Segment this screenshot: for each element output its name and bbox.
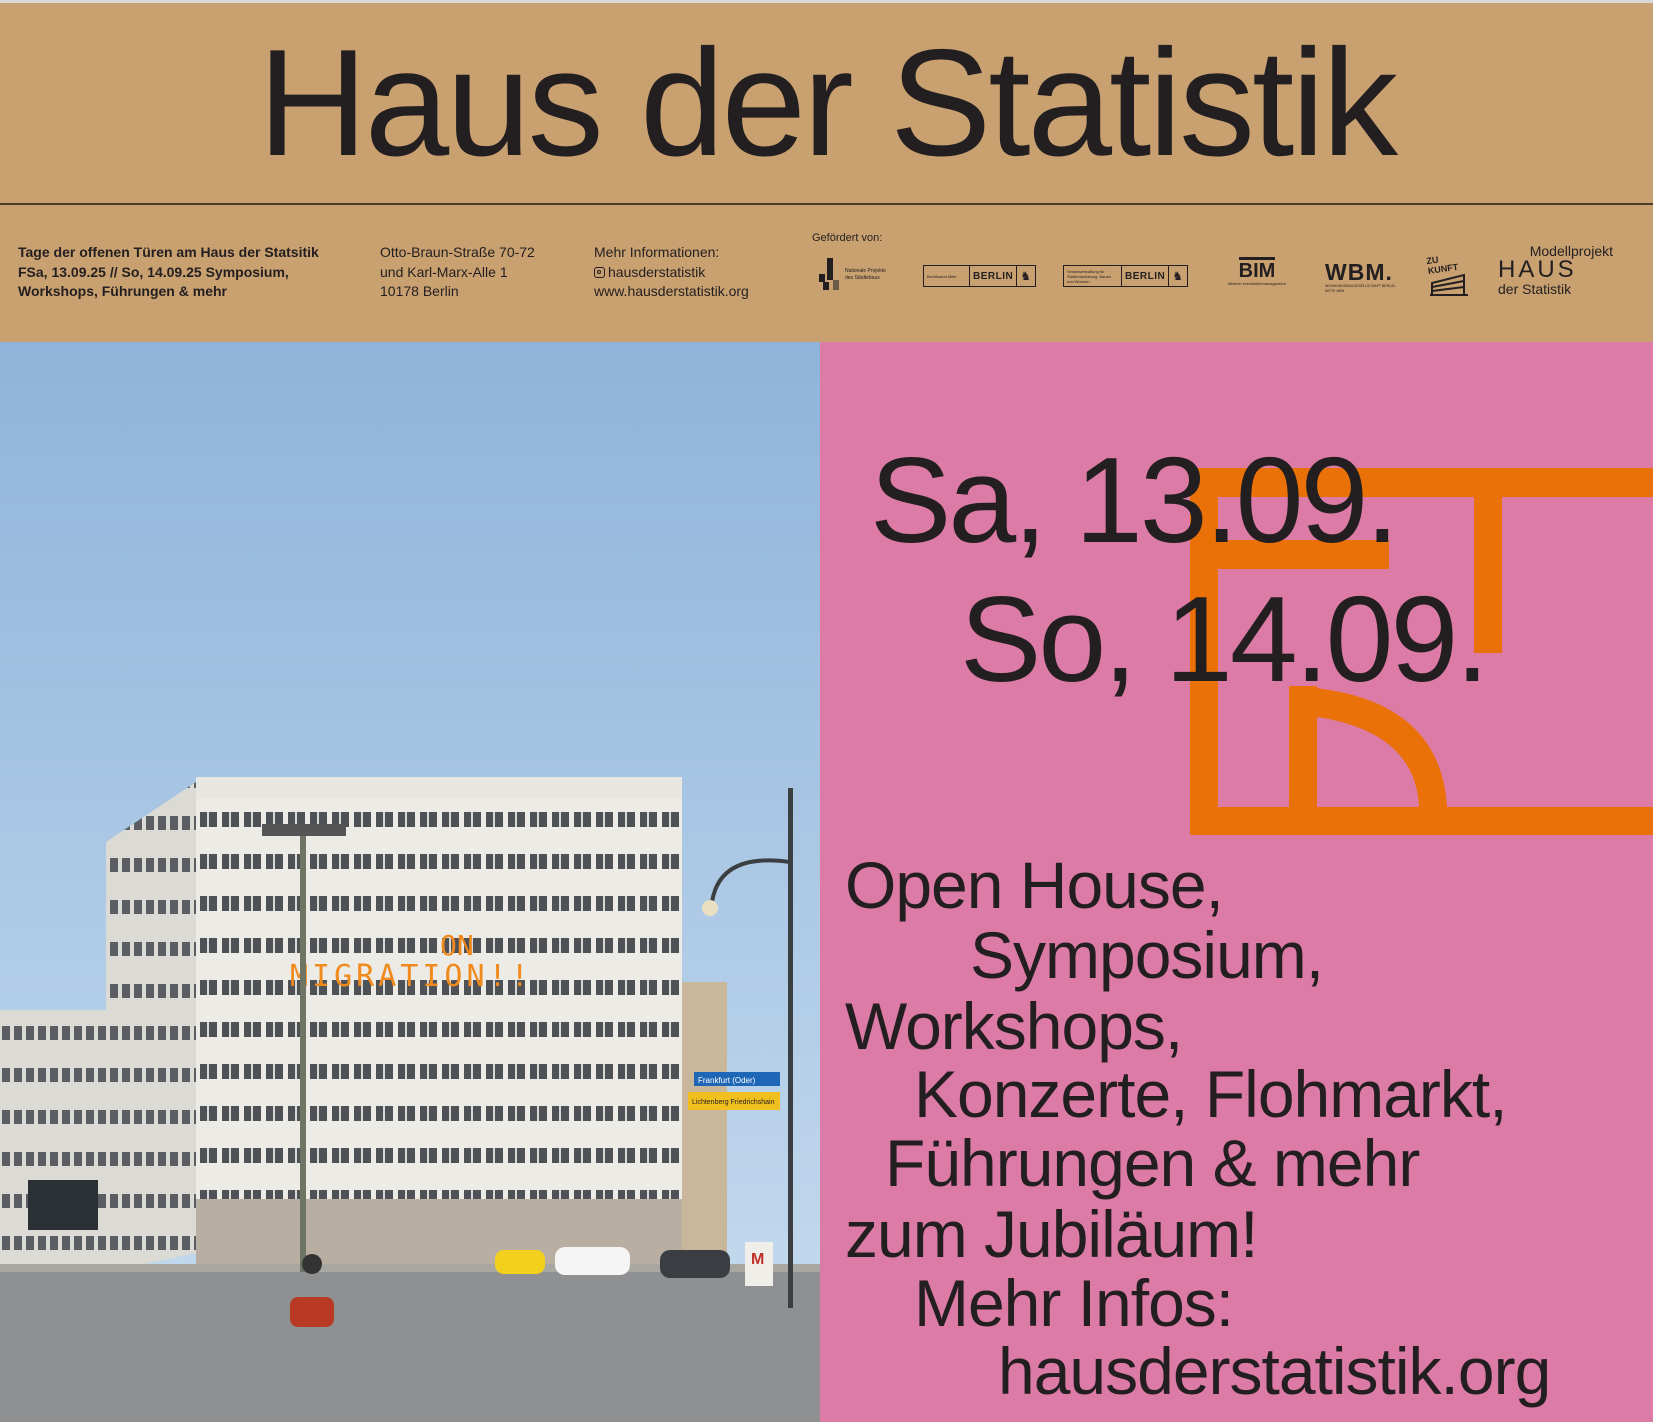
nationale-projekte-mark-icon: [819, 258, 839, 290]
banner-migration: MIGRATION!!: [290, 959, 533, 994]
date-saturday: Sa, 13.09.: [870, 432, 1399, 568]
svg-text:Lichtenberg Friedrichshain: Lichtenberg Friedrichshain: [692, 1099, 775, 1106]
neighbour-building: [682, 982, 727, 1262]
program-line: Symposium,: [970, 918, 1324, 992]
berlin-bear-icon: ♞: [1172, 269, 1183, 283]
program-line: Konzerte, Flohmarkt,: [914, 1057, 1508, 1131]
building-front-face: [196, 777, 682, 1247]
haus-logo-text: HAUS: [1498, 256, 1577, 283]
event-panel: Sa, 13.09. So, 14.09. Open House, Sympos…: [820, 342, 1653, 1422]
left-wing-building: [0, 1010, 110, 1278]
date-sunday: So, 14.09.: [960, 571, 1489, 707]
address-line: und Karl-Marx-Alle 1: [380, 263, 508, 280]
address: Otto-Braun-Straße 70-72 und Karl-Marx-Al…: [380, 243, 535, 302]
program-line: Open House,: [845, 848, 1224, 922]
dark-car: [660, 1250, 730, 1278]
berlin-bear-icon: ♞: [1020, 269, 1031, 283]
program-line: Führungen & mehr: [885, 1126, 1420, 1200]
road: [0, 1269, 820, 1422]
haus-logo-graphic: [1190, 468, 1653, 835]
white-car: [555, 1247, 630, 1275]
logo-bim: BIM Berliner Immobilienmanagement: [1215, 257, 1299, 286]
sponsors-label: Gefördert von:: [812, 232, 883, 244]
divider: [0, 203, 1653, 205]
program-line: Mehr Infos:: [914, 1266, 1234, 1340]
floodlight-pole: [300, 832, 306, 1272]
yellow-car: [495, 1250, 545, 1274]
sign-lichtenberg: [688, 1092, 780, 1110]
event-line: Workshops, Führungen & mehr: [18, 283, 227, 299]
header-band: Haus der Statistik Tage der offenen Türe…: [0, 0, 1653, 342]
logo-wbm: WBM. WOHNUNGSBAUGESELLSCHAFT BERLIN-MITT…: [1325, 259, 1396, 294]
logo-senatsverwaltung-berlin: Senatsverwaltung für Stadtentwicklung, B…: [1063, 265, 1188, 287]
event-line: FSa, 13.09.25 // So, 14.09.25 Symposium,: [18, 263, 289, 280]
building-sketch-icon: [1430, 273, 1468, 296]
logo-nationale-projekte: Nationale Projekte des Städtebaus: [817, 258, 893, 292]
svg-text:Frankfurt (Oder): Frankfurt (Oder): [698, 1076, 756, 1085]
logo-bezirksamt-berlin: Bezirksamt Mitte BERLIN ♞: [923, 265, 1036, 287]
event-line: Tage der offenen Türen am Haus der Stats…: [18, 244, 319, 260]
address-line: 10178 Berlin: [380, 283, 459, 299]
event-info: Tage der offenen Türen am Haus der Stats…: [18, 243, 319, 302]
address-line: Otto-Braun-Straße 70-72: [380, 244, 535, 260]
metro-sign: [745, 1242, 773, 1286]
building-side-face: [106, 782, 196, 1272]
website-link[interactable]: www.hausderstatistik.org: [594, 283, 749, 299]
street-lamp-pole: [788, 788, 793, 1308]
page-title: Haus der Statistik: [257, 18, 1398, 188]
website-url[interactable]: hausderstatistik.org: [998, 1334, 1551, 1408]
svg-text:M: M: [751, 1251, 764, 1268]
scooter: [290, 1297, 334, 1327]
billboard: [28, 1180, 98, 1230]
program-line: Workshops,: [845, 989, 1183, 1063]
sign-frankfurt: [694, 1072, 780, 1086]
building-photo: ON MIGRATION!! Frankfurt (Oder) Lichtenb…: [0, 342, 820, 1422]
logo-zukunft: ZU KUNFT: [1426, 253, 1471, 297]
more-info-label: Mehr Informationen:: [594, 244, 720, 260]
banner-on: ON: [440, 929, 474, 962]
instagram-link[interactable]: hausderstatistik: [594, 263, 749, 283]
instagram-icon: [594, 266, 605, 278]
instagram-handle: hausderstatistik: [608, 263, 706, 280]
logo-modellprojekt: Modellprojekt HAUS der Statistik: [1498, 243, 1613, 297]
program-line: zum Jubiläum!: [845, 1197, 1258, 1271]
more-info: Mehr Informationen: hausderstatistik www…: [594, 243, 749, 302]
